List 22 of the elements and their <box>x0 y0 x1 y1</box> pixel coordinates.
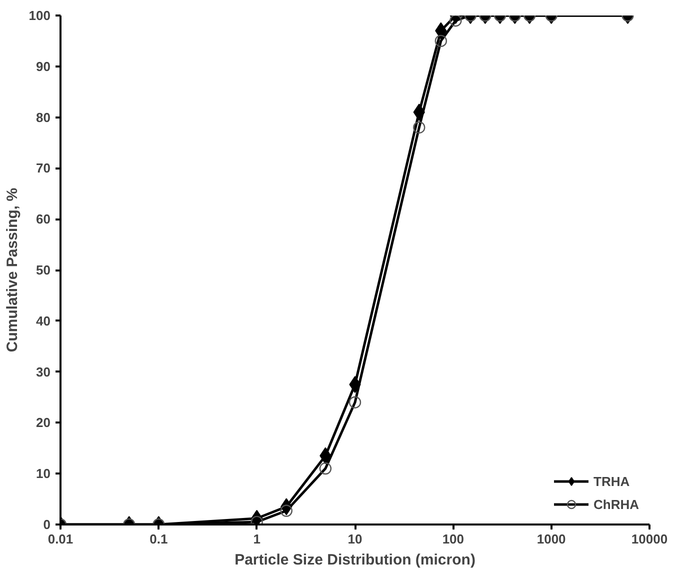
y-tick-label: 0 <box>43 517 51 532</box>
y-tick-label: 70 <box>36 160 51 176</box>
y-tick-label: 30 <box>36 364 51 380</box>
y-tick-label: 40 <box>36 313 51 328</box>
legend-label: ChRHA <box>594 496 639 512</box>
y-tick-label: 20 <box>36 415 51 430</box>
x-axis-title: Particle Size Distribution (micron) <box>234 552 476 568</box>
x-tick-label: 100 <box>442 532 464 546</box>
y-tick-label: 50 <box>36 262 51 278</box>
x-tick-label: 10 <box>348 532 362 546</box>
y-axis-title: Cumulative Passing, % <box>4 188 21 352</box>
x-tick-label: 1 <box>253 532 260 546</box>
y-tick-label: 10 <box>36 466 51 482</box>
x-tick-label: 10000 <box>631 532 668 546</box>
y-tick-label: 60 <box>36 212 51 227</box>
legend-label: TRHA <box>594 474 630 488</box>
y-tick-label: 80 <box>36 110 51 125</box>
x-tick-label: 0.1 <box>150 532 168 546</box>
y-tick-label: 100 <box>28 8 51 23</box>
y-tick-label: 90 <box>36 58 51 74</box>
x-tick-label: 1000 <box>536 532 566 546</box>
x-tick-label: 0.01 <box>48 532 74 546</box>
